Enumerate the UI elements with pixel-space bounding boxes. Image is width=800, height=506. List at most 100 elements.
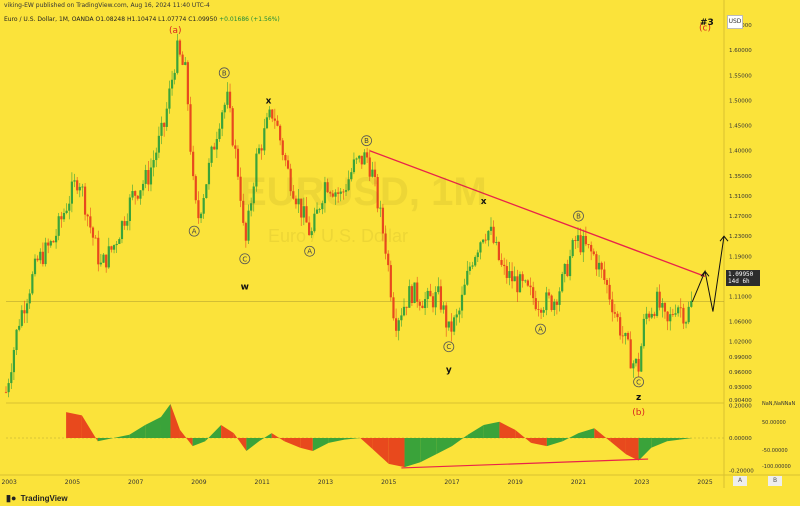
y-tick-label: 1.23000 <box>729 234 752 240</box>
candle-body <box>510 271 514 282</box>
y-tick-label: 0.90400 <box>729 398 752 404</box>
candle-body <box>115 243 118 246</box>
y-tick-label: 1.40000 <box>729 149 752 155</box>
oscillator-area-segment <box>451 434 468 447</box>
candle-body <box>112 245 116 250</box>
candle-body <box>110 246 113 250</box>
candle-body <box>550 295 553 310</box>
candle-body <box>323 182 327 204</box>
candle-body <box>677 307 680 314</box>
oscillator-area-segment <box>344 438 361 440</box>
wave-degree-label: (b) <box>632 408 645 418</box>
oscillator-area-segment <box>233 433 247 451</box>
oscillator-area-segment <box>66 412 82 438</box>
wave-label: A <box>538 326 543 334</box>
candle-body <box>376 177 379 209</box>
osc-right-tick-label: 50.00000 <box>762 420 786 426</box>
y-tick-label: 1.35000 <box>729 174 752 180</box>
y-tick-label: 1.02000 <box>729 340 752 346</box>
candle-body <box>629 339 632 369</box>
y-tick-label: 1.27000 <box>729 214 752 220</box>
candle-body <box>474 257 477 266</box>
candle-body <box>484 239 487 241</box>
wave-label-circle <box>361 135 372 147</box>
x-tick-label: 2015 <box>381 479 396 486</box>
wave-degree-label: (a) <box>169 26 182 36</box>
wave-label-circle <box>535 323 546 335</box>
y-tick-label: 1.55000 <box>729 73 752 79</box>
candle-body <box>455 314 458 318</box>
candle-body <box>547 292 551 296</box>
candle-body <box>395 318 398 331</box>
candle-body <box>418 301 421 306</box>
candle-body <box>690 300 693 307</box>
candle-body <box>263 128 266 151</box>
candle-body <box>460 294 464 311</box>
candle-body <box>603 269 606 281</box>
candle-body <box>513 276 516 282</box>
candle-body <box>423 299 427 309</box>
candle-body <box>487 230 490 241</box>
candle-body <box>23 310 26 314</box>
candle-body <box>437 286 440 293</box>
osc-right-tick-label: -50.00000 <box>762 448 788 454</box>
candle-body <box>178 40 182 55</box>
candle-body <box>661 303 664 308</box>
candle-body <box>136 195 139 199</box>
candle-body <box>250 203 253 211</box>
chart-number: #3 <box>700 18 714 28</box>
candle-body <box>247 210 250 241</box>
candle-body <box>31 274 34 294</box>
candle-body <box>302 206 305 218</box>
wave-label-circle <box>443 341 455 353</box>
candle-body <box>642 318 645 347</box>
candle-body <box>271 109 274 119</box>
candle-body <box>368 157 371 177</box>
oscillator-area-segment <box>625 438 639 461</box>
candle-body <box>408 286 411 308</box>
wave-label: C <box>636 378 641 386</box>
candle-body <box>387 253 390 266</box>
candle-body <box>537 309 540 310</box>
candle-body <box>371 169 374 177</box>
candle-body <box>105 254 108 268</box>
candle-body <box>342 191 345 193</box>
auto-scale-button[interactable]: A <box>733 476 747 486</box>
candle-body <box>73 180 76 182</box>
candle-body <box>466 270 469 285</box>
candle-body <box>632 363 635 369</box>
y-tick-label: 0.93000 <box>729 385 752 391</box>
candle-body <box>545 292 548 311</box>
candle-body <box>165 108 168 127</box>
candle-body <box>207 162 211 185</box>
last-price-value: 1.09950 <box>728 271 754 278</box>
candle-body <box>123 221 126 226</box>
oscillator-area-segment <box>81 415 98 442</box>
wave-label-circle <box>304 245 316 257</box>
wave-letter-label: y <box>446 365 452 375</box>
candle-body <box>389 265 392 298</box>
oscillator-area-segment <box>531 438 547 447</box>
x-tick-label: 2023 <box>634 479 649 486</box>
candle-body <box>54 235 58 243</box>
candle-body <box>176 40 179 73</box>
oscillator-area-segment <box>179 429 193 447</box>
candle-body <box>555 301 558 305</box>
candle-body <box>613 312 616 314</box>
currency-button[interactable]: USD <box>727 15 743 29</box>
candle-body <box>273 118 276 121</box>
candle-body <box>563 263 566 275</box>
candle-body <box>36 258 39 261</box>
oscillator-area-segment <box>192 438 206 447</box>
candle-body <box>168 88 171 109</box>
candle-body <box>600 262 603 270</box>
candle-body <box>574 240 577 241</box>
x-tick-label: 2017 <box>444 479 459 486</box>
candle-body <box>257 148 261 154</box>
wave-label: C <box>242 255 247 263</box>
wave-letter-label: x <box>266 96 272 106</box>
published-line: viking-EW published on TradingView.com, … <box>4 2 210 9</box>
candle-body <box>650 313 653 318</box>
tradingview-brand[interactable]: ▮● TradingView <box>6 493 68 504</box>
log-scale-button[interactable]: B <box>768 476 782 486</box>
